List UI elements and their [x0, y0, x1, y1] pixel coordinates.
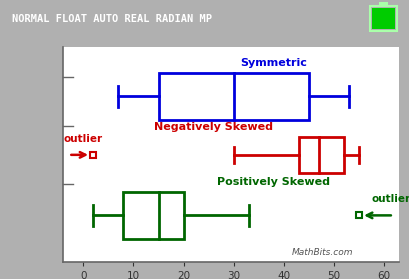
Text: MathBits.com: MathBits.com: [292, 248, 354, 257]
Bar: [124, 192, 184, 239]
Bar: [372, 8, 395, 29]
Text: Negatively Skewed: Negatively Skewed: [154, 122, 273, 132]
Bar: [370, 6, 397, 31]
Bar: [379, 2, 388, 6]
Text: NORMAL FLOAT AUTO REAL RADIAN MP: NORMAL FLOAT AUTO REAL RADIAN MP: [12, 14, 212, 24]
Text: Positively Skewed: Positively Skewed: [217, 177, 330, 187]
Text: Symmetric: Symmetric: [240, 57, 307, 68]
Text: outlier: outlier: [371, 194, 409, 204]
Bar: [299, 137, 344, 173]
Bar: [159, 73, 309, 120]
Text: outlier: outlier: [63, 134, 103, 144]
